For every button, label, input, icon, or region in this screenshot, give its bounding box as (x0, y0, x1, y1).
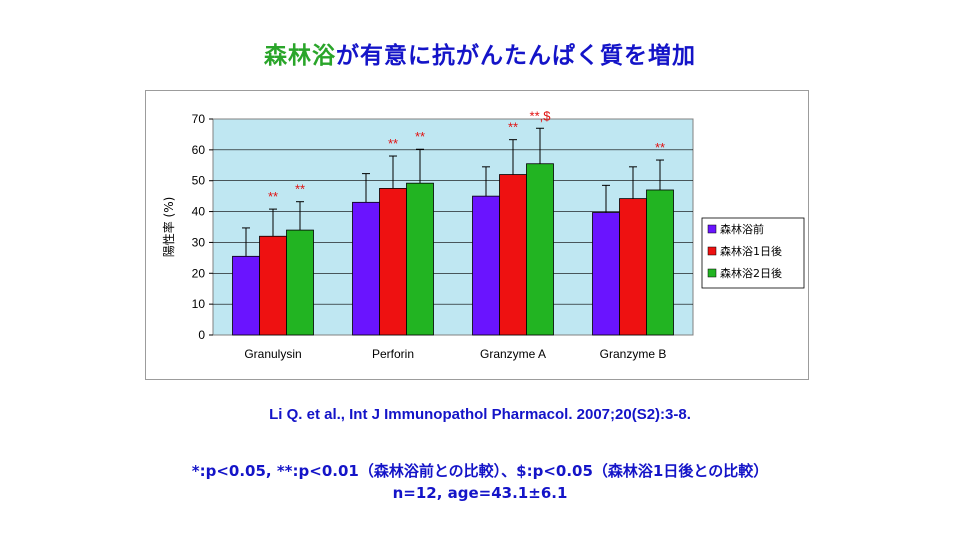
page-title: 森林浴が有意に抗がんたんぱく質を増加 (0, 36, 960, 70)
bar (379, 188, 407, 336)
significance-label: ** (655, 140, 665, 155)
significance-label: ** (415, 129, 425, 144)
y-tick-label: 10 (192, 297, 206, 311)
bar (592, 212, 620, 336)
y-tick-label: 30 (192, 235, 206, 249)
bar (232, 255, 260, 336)
category-label: Granzyme A (480, 347, 546, 361)
bar (472, 195, 500, 336)
significance-label: ** (508, 120, 518, 135)
y-tick-label: 60 (192, 143, 206, 157)
legend-swatch (707, 246, 717, 256)
category-label: Perforin (372, 347, 414, 361)
citation: Li Q. et al., Int J Immunopathol Pharmac… (269, 406, 691, 423)
bar (259, 235, 287, 336)
legend-swatch (707, 224, 717, 234)
legend-label: 森林浴前 (720, 222, 764, 236)
bar (406, 182, 434, 336)
bar (526, 163, 554, 336)
y-tick-label: 20 (192, 266, 206, 280)
legend-label: 森林浴2日後 (720, 266, 782, 280)
significance-label: **,$ (530, 108, 552, 123)
legend-swatch (707, 268, 717, 278)
title-highlight: 森林浴 (264, 43, 336, 69)
category-label: Granulysin (244, 347, 301, 361)
bar (646, 189, 674, 336)
category-label: Granzyme B (600, 347, 667, 361)
bar (619, 198, 647, 336)
bar (286, 229, 314, 336)
y-tick-label: 50 (192, 174, 206, 188)
significance-label: ** (295, 182, 305, 197)
legend-box (701, 217, 805, 289)
bar (499, 174, 527, 336)
bar-chart: 0 10 20 30 40 50 60 70 陽性率 (%) ** ** ** ** ** **,$ **… (161, 108, 805, 361)
bar (352, 201, 380, 336)
legend-label: 森林浴1日後 (720, 244, 782, 258)
y-axis-label: 陽性率 (%) (161, 197, 176, 258)
y-tick-label: 40 (192, 205, 206, 219)
title-rest: が有意に抗がんたんぱく質を増加 (336, 43, 696, 69)
significance-label: ** (388, 136, 398, 151)
significance-label: ** (268, 189, 278, 204)
chart-frame: 0 10 20 30 40 50 60 70 陽性率 (%) ** ** ** ** ** **,$ **… (145, 90, 809, 380)
y-tick-label: 0 (198, 328, 205, 342)
y-tick-label: 70 (192, 112, 206, 126)
significance-note: *:p<0.05, **:p<0.01（森林浴前との比較）、$:p<0.05（森… (191, 462, 769, 480)
sample-note: n=12, age=43.1±6.1 (392, 484, 568, 502)
